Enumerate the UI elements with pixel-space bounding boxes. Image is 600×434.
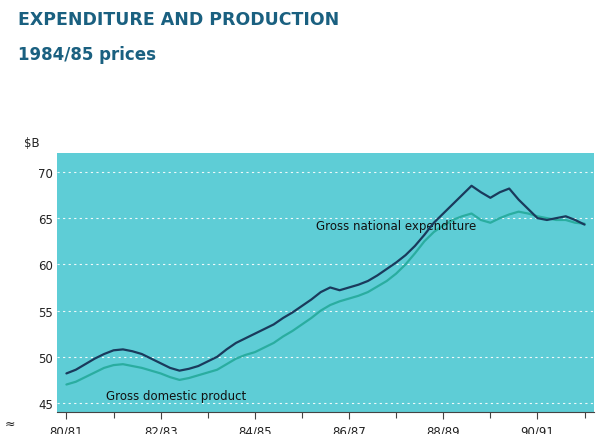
Text: $B: $B xyxy=(24,136,40,149)
Text: Gross domestic product: Gross domestic product xyxy=(106,389,247,402)
Text: EXPENDITURE AND PRODUCTION: EXPENDITURE AND PRODUCTION xyxy=(18,11,339,29)
Text: Gross national expenditure: Gross national expenditure xyxy=(316,220,476,233)
Text: ≈: ≈ xyxy=(5,417,15,430)
Text: 1984/85 prices: 1984/85 prices xyxy=(18,46,156,63)
